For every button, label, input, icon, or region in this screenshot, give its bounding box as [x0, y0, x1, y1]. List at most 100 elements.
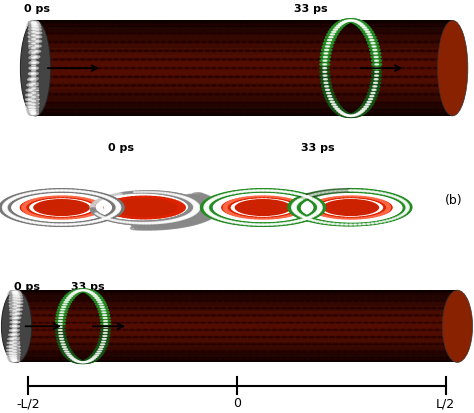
Circle shape — [330, 101, 334, 102]
Circle shape — [261, 190, 265, 191]
Circle shape — [32, 88, 36, 89]
Circle shape — [123, 221, 128, 223]
Circle shape — [245, 217, 254, 220]
Circle shape — [374, 358, 379, 359]
Circle shape — [362, 216, 371, 219]
Bar — [36, 82, 453, 88]
Circle shape — [174, 216, 191, 221]
Circle shape — [164, 33, 169, 34]
Circle shape — [72, 308, 77, 309]
Circle shape — [102, 329, 107, 330]
Bar — [36, 41, 453, 47]
Circle shape — [160, 322, 165, 323]
Circle shape — [342, 93, 347, 95]
Circle shape — [284, 198, 288, 199]
Circle shape — [292, 329, 297, 330]
Circle shape — [104, 196, 109, 197]
Circle shape — [87, 111, 92, 112]
Circle shape — [32, 45, 36, 46]
Circle shape — [346, 50, 351, 52]
Circle shape — [36, 99, 39, 100]
Circle shape — [322, 41, 328, 43]
Circle shape — [50, 220, 58, 223]
Circle shape — [327, 33, 338, 36]
Circle shape — [289, 308, 294, 309]
Circle shape — [374, 79, 378, 80]
Circle shape — [47, 195, 57, 198]
Circle shape — [243, 219, 250, 222]
Circle shape — [167, 224, 181, 228]
Circle shape — [376, 41, 381, 43]
Circle shape — [316, 41, 321, 43]
Circle shape — [404, 293, 409, 294]
Circle shape — [14, 296, 22, 298]
Circle shape — [116, 315, 121, 316]
Circle shape — [221, 76, 227, 78]
Circle shape — [90, 85, 95, 86]
Circle shape — [211, 85, 217, 86]
Circle shape — [94, 204, 103, 206]
Circle shape — [23, 216, 31, 218]
Text: 33 ps: 33 ps — [71, 282, 105, 292]
Circle shape — [111, 210, 123, 213]
Circle shape — [382, 193, 386, 195]
Circle shape — [282, 215, 291, 218]
Circle shape — [167, 218, 183, 223]
Circle shape — [143, 358, 148, 359]
Circle shape — [160, 351, 165, 352]
Circle shape — [98, 309, 109, 311]
Circle shape — [41, 329, 46, 330]
Circle shape — [197, 209, 211, 213]
Circle shape — [13, 210, 20, 212]
Circle shape — [201, 59, 206, 60]
Bar — [36, 75, 453, 82]
Circle shape — [61, 309, 65, 310]
Circle shape — [56, 218, 65, 221]
Circle shape — [391, 308, 396, 309]
Circle shape — [228, 221, 232, 222]
Circle shape — [129, 329, 135, 330]
Circle shape — [302, 197, 307, 198]
Circle shape — [66, 93, 72, 95]
Circle shape — [117, 193, 122, 195]
Circle shape — [272, 67, 277, 69]
Circle shape — [311, 211, 320, 214]
Circle shape — [55, 218, 58, 219]
Circle shape — [228, 221, 239, 224]
Circle shape — [359, 112, 363, 113]
Circle shape — [188, 41, 193, 43]
Circle shape — [335, 27, 339, 28]
Circle shape — [180, 322, 185, 323]
Circle shape — [309, 322, 314, 323]
Circle shape — [430, 93, 435, 95]
Circle shape — [302, 322, 308, 323]
Circle shape — [28, 36, 32, 37]
Circle shape — [58, 327, 62, 328]
Circle shape — [248, 308, 253, 309]
Circle shape — [208, 76, 213, 78]
Circle shape — [32, 22, 36, 24]
Circle shape — [10, 291, 18, 292]
Circle shape — [40, 93, 45, 95]
Circle shape — [181, 41, 186, 43]
Circle shape — [443, 76, 448, 78]
Circle shape — [35, 109, 38, 110]
Circle shape — [322, 351, 328, 352]
Circle shape — [361, 220, 369, 222]
Circle shape — [119, 351, 124, 352]
Circle shape — [397, 351, 402, 352]
Circle shape — [220, 207, 230, 210]
Circle shape — [13, 352, 17, 353]
Circle shape — [248, 41, 254, 43]
Circle shape — [368, 42, 378, 45]
Circle shape — [204, 207, 209, 208]
Circle shape — [9, 215, 13, 216]
Circle shape — [307, 192, 320, 197]
Circle shape — [305, 102, 310, 104]
Circle shape — [147, 24, 153, 26]
Circle shape — [13, 203, 20, 205]
Circle shape — [320, 59, 330, 62]
Circle shape — [269, 218, 273, 219]
Circle shape — [94, 198, 101, 200]
Circle shape — [60, 24, 65, 26]
